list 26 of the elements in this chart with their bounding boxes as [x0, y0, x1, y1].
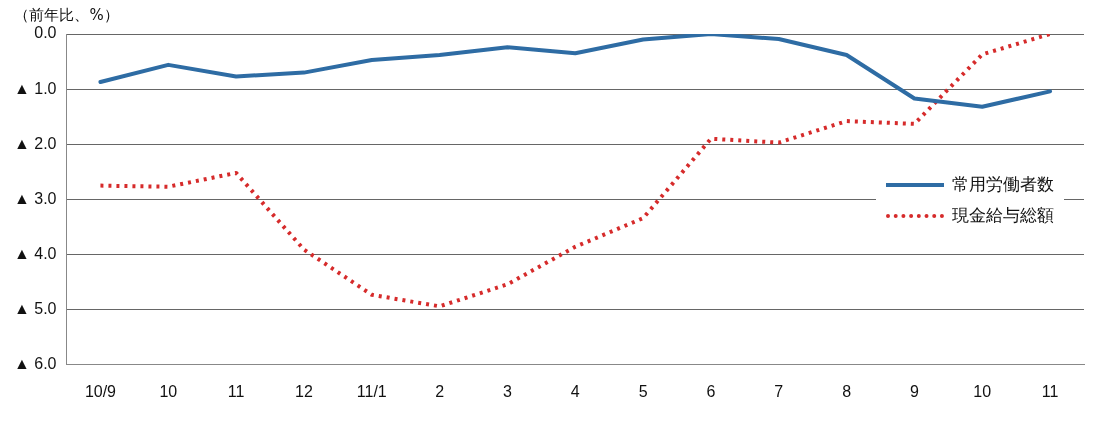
x-tick-label: 6	[706, 382, 716, 400]
y-tick-label: ▲ 1.0	[13, 79, 57, 97]
line-series	[98, 34, 1053, 309]
x-tick-label: 7	[774, 382, 784, 400]
y-tick-label: ▲ 4.0	[13, 244, 57, 262]
legend-label: 常用労働者数	[952, 173, 1054, 197]
x-tick-label: 11	[227, 382, 245, 400]
legend-label: 現金給与総額	[952, 204, 1054, 228]
y-tick-label: ▲ 6.0	[13, 355, 57, 373]
x-tick-label: 10	[159, 382, 178, 400]
x-tick-label: 11	[1041, 382, 1059, 400]
y-tick-label: ▲ 5.0	[13, 300, 57, 318]
x-tick-label: 4	[570, 382, 580, 400]
x-tick-label: 5	[638, 382, 648, 400]
x-tick-label: 2	[435, 382, 445, 400]
x-tick-label: 9	[909, 382, 919, 400]
x-tick-label: 12	[295, 382, 313, 400]
x-tick-label: 3	[502, 382, 512, 400]
x-tick-label: 11/1	[356, 382, 387, 400]
y-axis-title: （前年比、%）	[14, 5, 119, 24]
x-tick-label: 10/9	[84, 382, 117, 400]
y-tick-label: 0.0	[34, 24, 57, 42]
x-tick-label: 8	[842, 382, 852, 400]
y-tick-label: ▲ 2.0	[13, 134, 57, 152]
y-tick-label: ▲ 3.0	[13, 189, 57, 207]
x-tick-label: 10	[973, 382, 992, 400]
